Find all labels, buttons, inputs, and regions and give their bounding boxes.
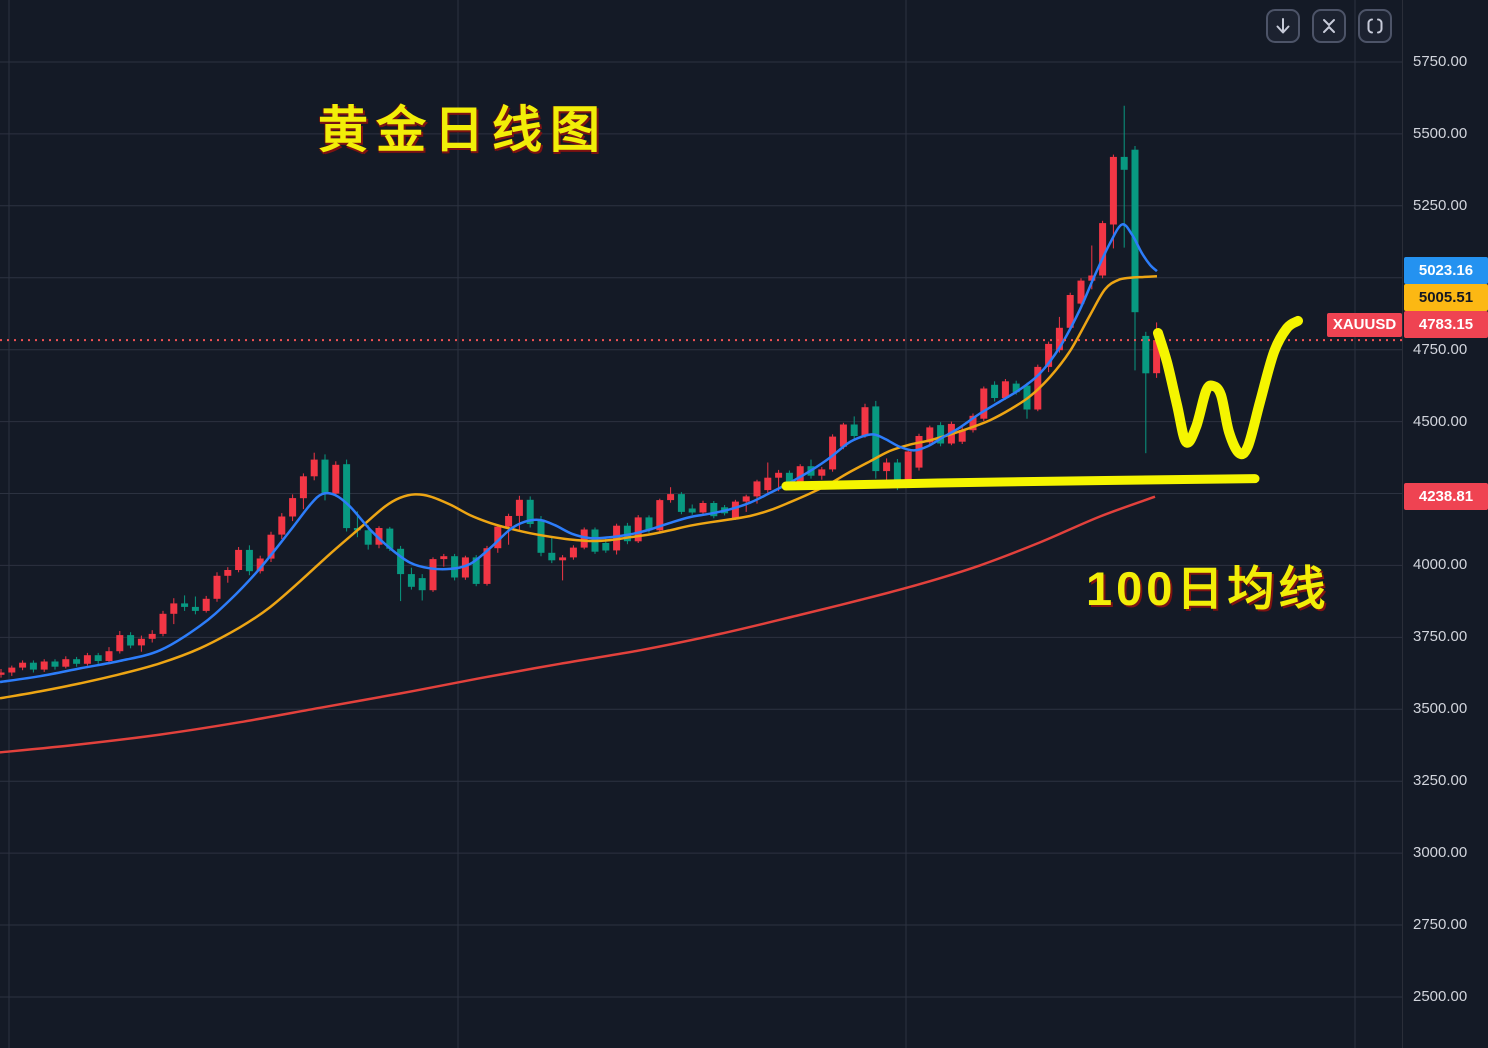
blue_ma-line (0, 223, 1158, 684)
chart-title-annotation[interactable]: 黄金日线图 (318, 102, 608, 158)
price-axis[interactable]: 5750.005500.005250.005000.004750.004500.… (1402, 0, 1488, 1048)
chart-toolbar (1266, 9, 1392, 43)
w-shape-drawing[interactable] (1153, 315, 1303, 460)
price-tick: 3750.00 (1413, 628, 1468, 646)
candlestick-chart[interactable] (0, 0, 1402, 1048)
collapse-pane-button[interactable] (1312, 9, 1346, 43)
price-tick: 2750.00 (1413, 916, 1468, 934)
price-tick: 5750.00 (1413, 53, 1468, 70)
scroll-to-latest-button[interactable] (1266, 9, 1300, 43)
price-tick: 3000.00 (1413, 844, 1468, 862)
price-badge-last-price: 4783.15 (1404, 311, 1488, 339)
price-tick: 2500.00 (1413, 987, 1468, 1005)
grid-lines (0, 0, 1402, 1048)
yellow_ma-line (0, 274, 1158, 700)
maximize-icon (1367, 18, 1383, 34)
price-tick: 5250.00 (1413, 196, 1468, 214)
collapse-vertical-icon (1323, 19, 1335, 33)
symbol-price-badge: XAUUSD (1327, 312, 1402, 337)
arrow-down-icon (1276, 18, 1290, 34)
ma-100-label-annotation[interactable]: 100日均线 (1086, 562, 1330, 615)
candle-series (0, 105, 1161, 678)
price-badge-red-ma-100: 4238.81 (1404, 483, 1488, 511)
price-tick: 4000.00 (1413, 556, 1468, 574)
price-tick: 4750.00 (1413, 340, 1468, 358)
maximize-chart-button[interactable] (1358, 9, 1392, 43)
support-line-drawing[interactable] (781, 474, 1260, 491)
red_ma_100-line (0, 495, 1156, 754)
price-badge-yellow-ma: 5005.51 (1404, 284, 1488, 312)
price-tick: 5500.00 (1413, 124, 1468, 142)
price-badge-blue-ma: 5023.16 (1404, 257, 1488, 285)
price-tick: 4500.00 (1413, 412, 1468, 430)
price-tick: 3250.00 (1413, 772, 1468, 790)
price-tick: 3500.00 (1413, 700, 1468, 718)
